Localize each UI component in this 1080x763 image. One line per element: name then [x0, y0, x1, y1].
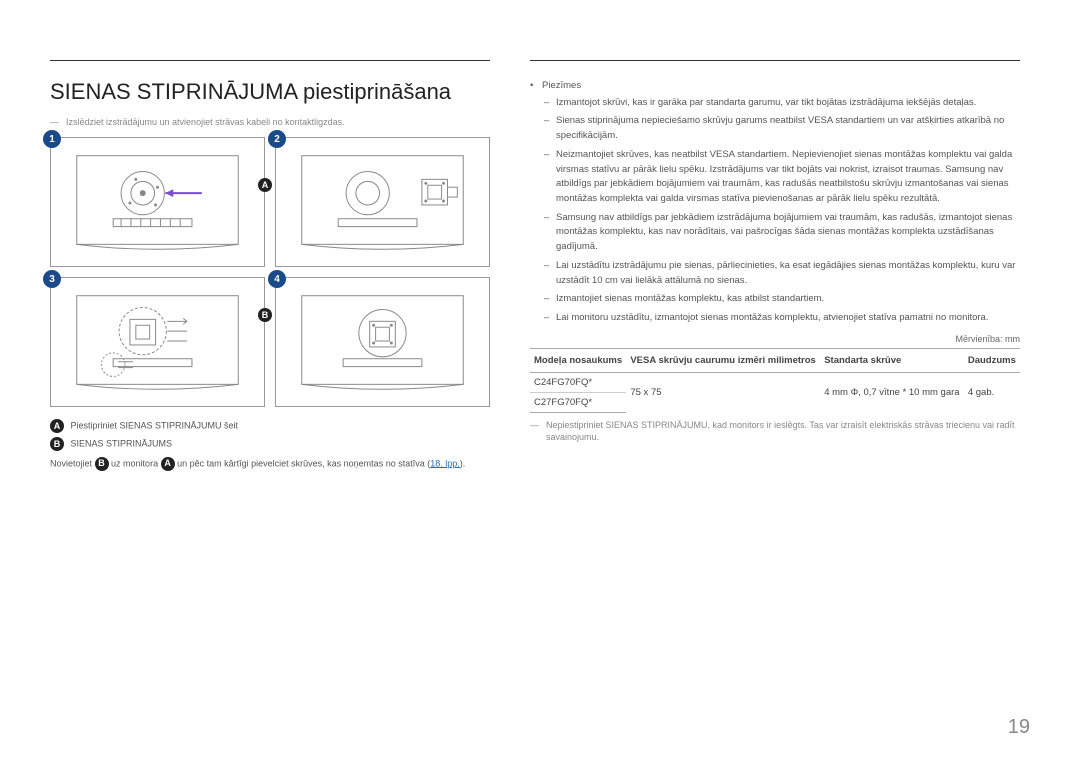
instr-pre: Novietojiet	[50, 458, 95, 468]
notes-block: Piezīmes Izmantojot skrūvi, kas ir garāk…	[530, 79, 1020, 326]
note-item: Lai uzstādītu izstrādājumu pie sienas, p…	[530, 259, 1020, 288]
pre-note: Izslēdziet izstrādājumu un atvienojiet s…	[50, 117, 490, 127]
note-item: Lai monitoru uzstādītu, izmantojot siena…	[530, 311, 1020, 326]
legend-a-text: Piestipriniet SIENAS STIPRINĀJUMU šeit	[71, 420, 239, 430]
step-badge-2: 2	[268, 130, 286, 148]
label-b-badge: B	[258, 308, 272, 322]
spec-table: Modeļa nosaukums VESA skrūvju caurumu iz…	[530, 348, 1020, 413]
note-item: Izmantojot skrūvi, kas ir garāka par sta…	[530, 96, 1020, 111]
legend-b-badge: B	[50, 437, 64, 451]
instr-mid1: uz monitora	[111, 458, 161, 468]
step-badge-4: 4	[268, 270, 286, 288]
diagram-step-3: 3 B	[50, 277, 265, 407]
th-model: Modeļa nosaukums	[530, 348, 626, 372]
note-item: Sienas stiprinājuma nepieciešamo skrūvju…	[530, 114, 1020, 143]
cell-model2: C27FG70FQ*	[530, 392, 626, 412]
cell-vesa: 75 x 75	[626, 372, 820, 412]
page-number: 19	[1008, 716, 1030, 739]
th-screw: Standarta skrūve	[820, 348, 964, 372]
diagram-3-svg	[51, 278, 264, 406]
th-vesa: VESA skrūvju caurumu izmēri milimetros	[626, 348, 820, 372]
instr-a: A	[161, 457, 175, 471]
legend-b: B SIENAS STIPRINĀJUMS	[50, 437, 490, 451]
legend-a: A Piestipriniet SIENAS STIPRINĀJUMU šeit	[50, 419, 490, 433]
cell-screw: 4 mm Φ, 0,7 vītne * 10 mm gara	[820, 372, 964, 412]
warning-note: Nepiestipriniet SIENAS STIPRINĀJUMU, kad…	[530, 419, 1020, 444]
note-item: Neizmantojiet skrūves, kas neatbilst VES…	[530, 148, 1020, 207]
table-row: C24FG70FQ* 75 x 75 4 mm Φ, 0,7 vītne * 1…	[530, 372, 1020, 392]
right-column: Piezīmes Izmantojot skrūvi, kas ir garāk…	[530, 60, 1020, 471]
instr-mid2: un pēc tam kārtīgi pievelciet skrūves, k…	[177, 458, 430, 468]
page-link[interactable]: 18. lpp.	[430, 458, 460, 468]
left-column: SIENAS STIPRINĀJUMA piestiprināšana Izsl…	[50, 60, 490, 471]
page-title: SIENAS STIPRINĀJUMA piestiprināšana	[50, 60, 490, 105]
th-qty: Daudzums	[964, 348, 1020, 372]
instr-post: ).	[460, 458, 466, 468]
legend-b-text: SIENAS STIPRINĀJUMS	[71, 438, 173, 448]
note-item: Samsung nav atbildīgs par jebkādiem izst…	[530, 211, 1020, 255]
diagram-step-4: 4	[275, 277, 490, 407]
diagram-1-svg	[51, 138, 264, 266]
cell-model1: C24FG70FQ*	[530, 372, 626, 392]
diagram-2-svg	[276, 138, 489, 266]
diagram-step-1: 1 A	[50, 137, 265, 267]
legend-a-badge: A	[50, 419, 64, 433]
diagram-step-2: 2	[275, 137, 490, 267]
label-a-badge: A	[258, 178, 272, 192]
unit-label: Mērvienība: mm	[530, 334, 1020, 344]
instr-b: B	[95, 457, 109, 471]
notes-label: Piezīmes	[530, 79, 1020, 94]
step-badge-3: 3	[43, 270, 61, 288]
cell-qty: 4 gab.	[964, 372, 1020, 412]
step-badge-1: 1	[43, 130, 61, 148]
diagram-4-svg	[276, 278, 489, 406]
instruction-text: Novietojiet B uz monitora A un pēc tam k…	[50, 457, 490, 471]
diagram-grid: 1 A	[50, 137, 490, 407]
note-item: Izmantojiet sienas montāžas komplektu, k…	[530, 292, 1020, 307]
